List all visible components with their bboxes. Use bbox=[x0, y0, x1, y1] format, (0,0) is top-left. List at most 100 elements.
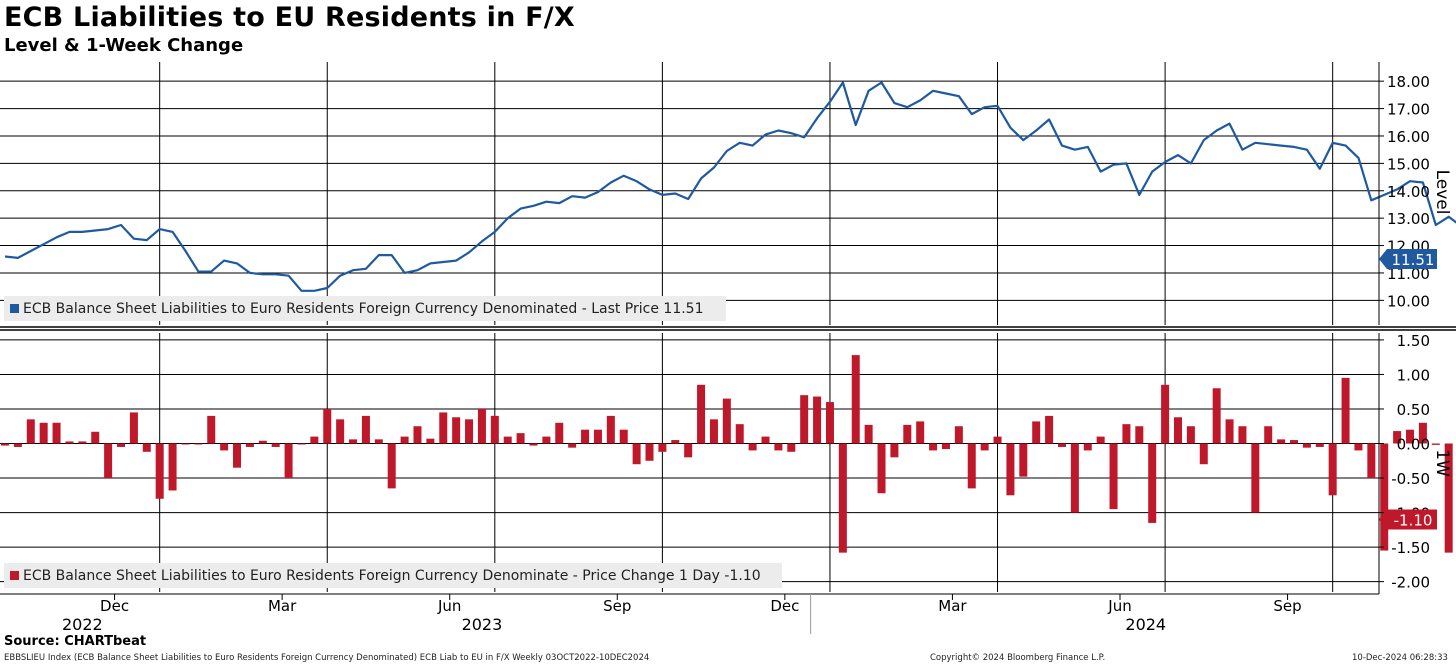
bar bbox=[1418, 422, 1427, 444]
bar bbox=[361, 415, 370, 444]
top-y-tick-label: 18.00 bbox=[1387, 73, 1430, 91]
last-level-tag-shape bbox=[1379, 248, 1437, 269]
bar bbox=[129, 412, 138, 444]
bar bbox=[220, 443, 229, 451]
bar bbox=[271, 443, 280, 447]
bar bbox=[52, 422, 61, 444]
top-legend-text: ECB Balance Sheet Liabilities to Euro Re… bbox=[23, 301, 704, 317]
bar bbox=[1173, 417, 1182, 444]
bar bbox=[207, 415, 216, 444]
bar bbox=[117, 443, 126, 447]
bar bbox=[632, 443, 641, 465]
copyright: Copyright© 2024 Bloomberg Finance L.P. bbox=[930, 653, 1106, 663]
bottom-y-tick-label: -2.00 bbox=[1391, 574, 1430, 592]
x-tick-label: Sep bbox=[1273, 597, 1301, 615]
bar bbox=[1019, 443, 1028, 477]
bottom-y-tick-label: 1.50 bbox=[1397, 332, 1430, 350]
bar bbox=[864, 424, 873, 444]
top-legend-swatch bbox=[10, 304, 19, 313]
bar bbox=[1199, 443, 1208, 465]
legends: ECB Balance Sheet Liabilities to Euro Re… bbox=[4, 296, 782, 588]
bar bbox=[1238, 426, 1247, 444]
bar bbox=[1161, 384, 1170, 444]
bar bbox=[1212, 388, 1221, 444]
bar bbox=[310, 436, 319, 444]
top-y-tick-label: 11.00 bbox=[1387, 265, 1430, 283]
bar bbox=[1122, 424, 1131, 444]
bar bbox=[78, 441, 87, 444]
bottom-legend: ECB Balance Sheet Liabilities to Euro Re… bbox=[4, 563, 782, 588]
bar bbox=[168, 443, 177, 491]
bar bbox=[890, 443, 899, 458]
bar bbox=[400, 436, 409, 444]
top-legend-background bbox=[4, 296, 726, 321]
bottom-y-tick-label: 0.00 bbox=[1397, 436, 1430, 454]
bar bbox=[374, 439, 383, 444]
bar bbox=[1251, 443, 1260, 513]
bar bbox=[349, 439, 358, 444]
bar bbox=[245, 443, 254, 447]
bar bbox=[1302, 443, 1311, 448]
top-y-tick-label: 13.00 bbox=[1387, 210, 1430, 228]
bar bbox=[877, 443, 886, 494]
bar bbox=[1, 443, 9, 446]
bar bbox=[1032, 421, 1041, 444]
bar bbox=[194, 443, 203, 445]
bar bbox=[1354, 443, 1363, 451]
bottom-legend-background bbox=[4, 563, 782, 588]
index-description: EBBSLIEU Index (ECB Balance Sheet Liabil… bbox=[4, 653, 650, 663]
bar bbox=[1341, 377, 1350, 444]
bar bbox=[91, 431, 100, 444]
bar bbox=[439, 412, 448, 444]
top-y-tick-label: 10.00 bbox=[1387, 292, 1430, 310]
bar bbox=[155, 443, 164, 499]
bar bbox=[258, 440, 267, 444]
bar bbox=[993, 436, 1002, 444]
bar bbox=[542, 436, 551, 444]
last-change-tag: -1.10 bbox=[1379, 509, 1437, 530]
bar bbox=[323, 408, 332, 444]
bar bbox=[1186, 426, 1195, 444]
top-y-tick-label: 14.00 bbox=[1387, 183, 1430, 201]
bar bbox=[1290, 440, 1298, 444]
x-tick-label: Dec bbox=[770, 597, 799, 615]
bottom-y-tick-label: -0.50 bbox=[1391, 470, 1430, 488]
bar bbox=[426, 438, 435, 444]
bar bbox=[825, 402, 834, 444]
bar bbox=[465, 419, 474, 444]
series bbox=[1, 81, 1456, 553]
bar bbox=[104, 443, 113, 479]
bar bbox=[645, 443, 654, 461]
bar bbox=[954, 426, 963, 444]
bar bbox=[1393, 431, 1402, 444]
timestamp: 10-Dec-2024 06:28:33 bbox=[1352, 653, 1448, 663]
bar bbox=[838, 443, 847, 553]
bar bbox=[1006, 443, 1015, 496]
x-year-label: 2023 bbox=[462, 615, 503, 634]
bar bbox=[1367, 443, 1376, 479]
bar bbox=[555, 422, 564, 444]
bottom-y-tick-label: 0.50 bbox=[1397, 401, 1430, 419]
bar bbox=[336, 419, 345, 444]
x-tick-label: Jun bbox=[437, 597, 461, 615]
bar bbox=[619, 429, 628, 444]
bar bbox=[606, 415, 615, 444]
bar bbox=[1328, 443, 1337, 496]
bar bbox=[387, 443, 396, 489]
top-y-tick-label: 15.00 bbox=[1387, 155, 1430, 173]
bar bbox=[1109, 443, 1118, 510]
bar bbox=[65, 441, 74, 444]
last-level-tag: 11.51 bbox=[1379, 248, 1437, 269]
bar bbox=[980, 443, 989, 451]
x-tick-label: Sep bbox=[603, 597, 631, 615]
bar bbox=[1380, 443, 1389, 551]
x-year-label: 2022 bbox=[62, 615, 103, 634]
bar bbox=[761, 436, 770, 444]
bar bbox=[671, 440, 680, 444]
bar bbox=[13, 443, 22, 447]
bar bbox=[233, 443, 242, 468]
bar bbox=[1148, 443, 1157, 523]
bar bbox=[735, 424, 744, 444]
bar bbox=[413, 426, 422, 444]
